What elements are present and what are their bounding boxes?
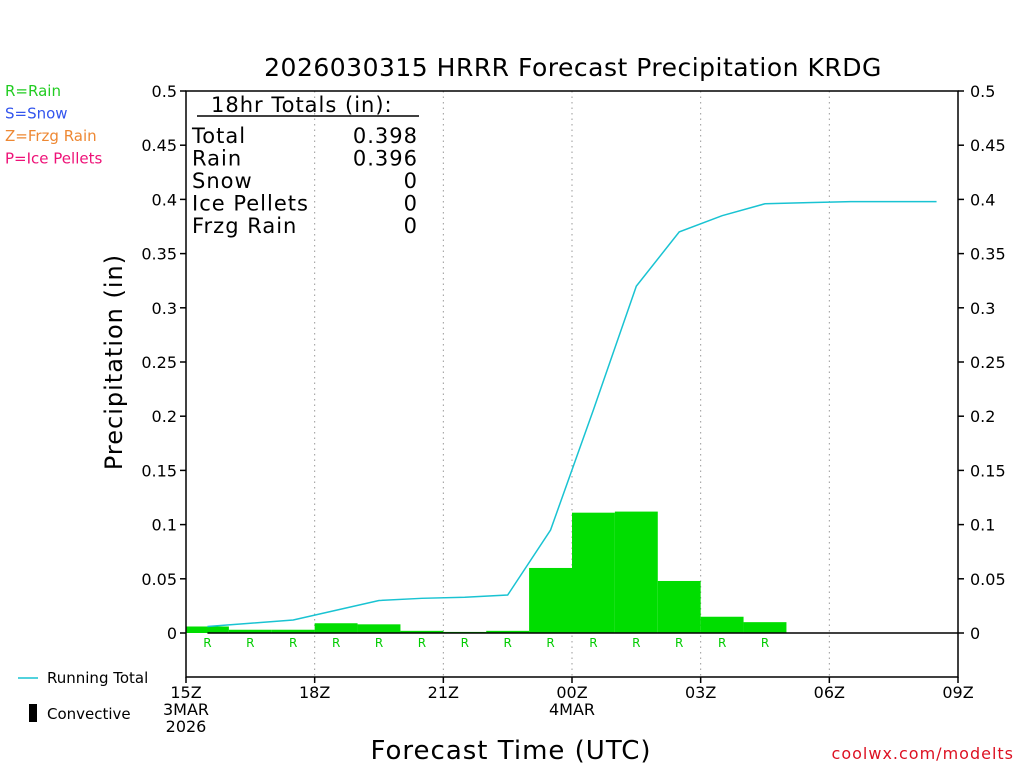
y-tick-label-left: 0.25 xyxy=(141,353,177,372)
totals-row-label: Snow xyxy=(192,169,253,193)
ptype-key-item: R=Rain xyxy=(5,82,61,100)
y-axis-label: Precipitation (in) xyxy=(100,254,128,470)
x-tick-label: 2026 xyxy=(166,717,207,736)
y-tick-label-left: 0.15 xyxy=(141,461,177,480)
ptype-label: R xyxy=(461,636,469,650)
precip-bar xyxy=(357,624,401,633)
totals-row-value: 0 xyxy=(404,169,418,193)
x-tick-label: 03Z xyxy=(685,683,716,702)
y-tick-label-right: 0.25 xyxy=(970,353,1006,372)
totals-header: 18hr Totals (in): xyxy=(211,93,393,117)
x-tick-label: 15Z xyxy=(170,683,201,702)
x-tick-label: 3MAR xyxy=(163,700,209,719)
y-tick-label-right: 0.35 xyxy=(970,245,1006,264)
source-credit: coolwx.com/modelts xyxy=(832,744,1014,763)
ptype-key-item: Z=Frzg Rain xyxy=(5,127,97,145)
y-tick-label-left: 0.45 xyxy=(141,136,177,155)
x-tick-label: 21Z xyxy=(428,683,459,702)
y-tick-label-left: 0.3 xyxy=(152,299,177,318)
precip-bar xyxy=(314,623,358,633)
ptype-label: R xyxy=(675,636,683,650)
running-total-line xyxy=(207,200,937,628)
totals-row-label: Total xyxy=(191,124,246,148)
precip-bar xyxy=(572,512,615,633)
y-tick-label-left: 0.1 xyxy=(152,516,177,535)
x-tick-label: 00Z xyxy=(556,683,587,702)
y-tick-label-right: 0.45 xyxy=(970,136,1006,155)
totals-row-label: Frzg Rain xyxy=(192,214,297,238)
precip-bar xyxy=(186,626,229,633)
totals-row-label: Ice Pellets xyxy=(192,192,309,216)
ptype-key-item: S=Snow xyxy=(5,105,68,123)
totals-row-value: 0 xyxy=(404,214,418,238)
ptype-label: R xyxy=(375,636,383,650)
precip-bar xyxy=(400,630,444,633)
y-tick-label-right: 0 xyxy=(970,624,980,643)
ptype-label: R xyxy=(546,636,554,650)
ptype-key: R=Rain S=Snow Z=Frzg Rain P=Ice Pellets xyxy=(5,82,102,168)
y-tick-label-left: 0.4 xyxy=(152,190,177,209)
precip-bar xyxy=(657,580,701,633)
precip-bar xyxy=(700,616,744,633)
precip-bar xyxy=(228,629,272,633)
y-tick-label-right: 0.5 xyxy=(970,82,995,101)
ptype-label: R xyxy=(718,636,726,650)
y-tick-label-left: 0.5 xyxy=(152,82,177,101)
ptype-label: R xyxy=(289,636,297,650)
x-tick-label: 4MAR xyxy=(549,700,595,719)
x-tick-label: 09Z xyxy=(942,683,973,702)
precip-bars xyxy=(186,511,787,633)
y-tick-label-left: 0.35 xyxy=(141,245,177,264)
totals-row-value: 0.396 xyxy=(353,147,418,171)
y-tick-label-left: 0.2 xyxy=(152,407,177,426)
precip-bar xyxy=(614,511,658,633)
ptype-label: R xyxy=(332,636,340,650)
ptype-label: R xyxy=(589,636,597,650)
precip-bar xyxy=(529,567,572,633)
y-tick-label-left: 0.05 xyxy=(141,570,177,589)
totals-row-value: 0 xyxy=(404,192,418,216)
running-total-legend-label: Running Total xyxy=(47,669,148,687)
y-tick-label-right: 0.05 xyxy=(970,570,1006,589)
precip-bar xyxy=(743,622,787,633)
totals-row-label: Rain xyxy=(192,147,242,171)
y-tick-label-right: 0.4 xyxy=(970,190,995,209)
y-tick-label-right: 0.3 xyxy=(970,299,995,318)
y-tick-label-left: 0 xyxy=(167,624,177,643)
ptype-key-item: P=Ice Pellets xyxy=(5,150,102,168)
precip-bar xyxy=(486,630,530,633)
y-tick-label-right: 0.15 xyxy=(970,461,1006,480)
chart-title: 2026030315 HRRR Forecast Precipitation K… xyxy=(264,53,882,82)
ptype-label: R xyxy=(632,636,640,650)
y-tick-label-right: 0.2 xyxy=(970,407,995,426)
convective-legend-label: Convective xyxy=(47,705,131,723)
convective-legend-swatch xyxy=(29,704,37,722)
ptype-label: R xyxy=(203,636,211,650)
totals-box: 18hr Totals (in): Total 0.398 Rain 0.396 Sno… xyxy=(191,93,419,238)
y-tick-label-right: 0.1 xyxy=(970,516,995,535)
ptype-label: R xyxy=(503,636,511,650)
y-axis-right: 0 0.05 0.1 0.15 0.2 0.25 0.3 0.35 0.4 0.45 0.5 xyxy=(958,82,1006,643)
ptype-label: R xyxy=(761,636,769,650)
precip-bar xyxy=(271,629,315,633)
ptype-label: R xyxy=(246,636,254,650)
x-axis-label: Forecast Time (UTC) xyxy=(370,736,651,766)
x-tick-label: 06Z xyxy=(814,683,845,702)
ptype-label: R xyxy=(418,636,426,650)
totals-row-value: 0.398 xyxy=(353,124,418,148)
x-tick-label: 18Z xyxy=(299,683,330,702)
y-axis-left: 0 0.05 0.1 0.15 0.2 0.25 0.3 0.35 0.4 0.45 0.5 xyxy=(141,82,186,643)
